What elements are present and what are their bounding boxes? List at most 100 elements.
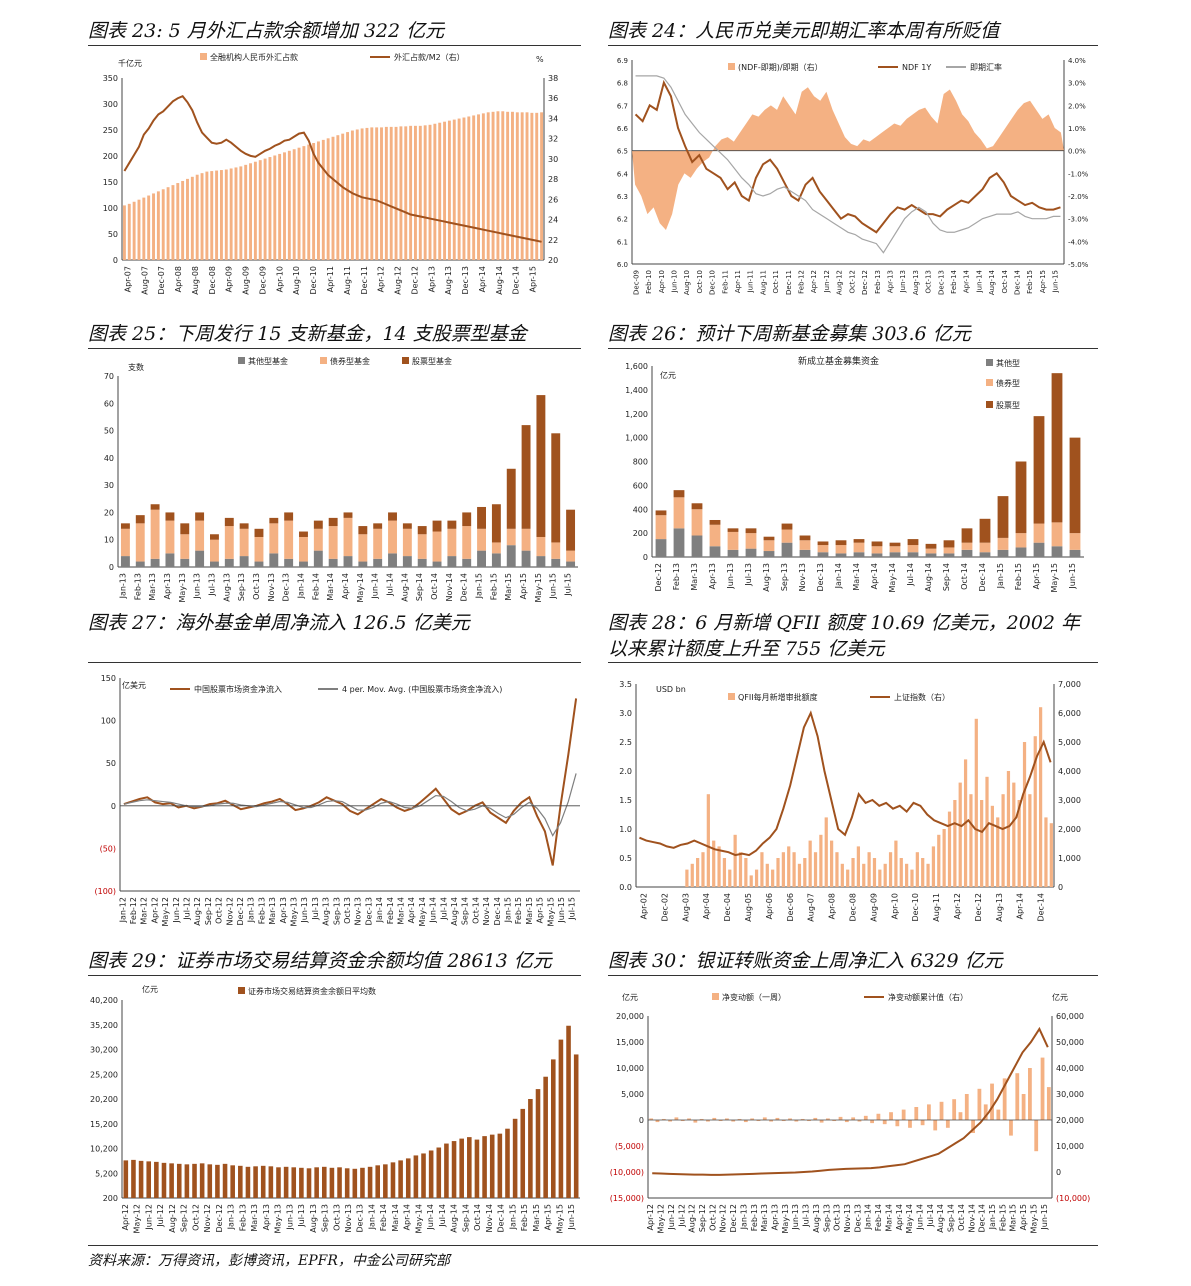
- bar: [474, 1139, 480, 1198]
- chart-29-settlement-funds: 200 5,200 10,200 15,200 20,200 25,200 30,200 35…: [90, 984, 580, 1233]
- bar: [192, 1163, 197, 1198]
- x-tick-label: Jun-12: [144, 1204, 153, 1231]
- x-tick-label: Oct-13: [332, 1204, 341, 1231]
- title-rule-30: [608, 975, 1098, 976]
- x-tick-label: Dec-13: [356, 1204, 365, 1233]
- bar: [383, 1164, 388, 1198]
- y-tick-label: 400: [633, 505, 648, 514]
- y-tick-label: 6.7: [617, 102, 628, 110]
- bar: [799, 540, 811, 550]
- x-tick-label: Mar-14: [852, 563, 861, 591]
- bar: [1051, 522, 1063, 547]
- bar: [321, 1166, 327, 1198]
- x-tick-label: Jun-14: [371, 573, 380, 600]
- bar: [299, 531, 308, 537]
- bar: [418, 125, 422, 260]
- y-tick-label: (5,000): [615, 1142, 644, 1151]
- bar: [674, 1117, 679, 1120]
- bar: [709, 519, 721, 525]
- bar: [655, 539, 667, 557]
- bar: [1046, 1087, 1051, 1120]
- bar: [358, 526, 368, 535]
- y2-tick-label: 2,000: [1058, 825, 1081, 834]
- y-tick-label: 100: [103, 204, 118, 213]
- bar: [853, 539, 865, 543]
- x-tick-label: Apr-13: [886, 270, 894, 293]
- bar: [244, 164, 248, 260]
- x-tick-label: Jul-15: [564, 573, 573, 597]
- bar: [996, 1109, 1001, 1120]
- x-tick-label: Oct-13: [343, 897, 352, 924]
- bar: [447, 120, 451, 260]
- legend-label: 净变动额（一周）: [722, 992, 786, 1002]
- y2-tick-label: 0: [1056, 1168, 1061, 1177]
- x-tick-label: Aug-14: [450, 1204, 459, 1233]
- chart-23-forex-reserves: 0 50 100 150 200 250 300 350 20 22 24 26 28 30 32 34 36 3…: [103, 52, 558, 295]
- y-tick-label: 6.0: [617, 261, 628, 269]
- x-tick-label: Dec-14: [460, 573, 469, 602]
- bar: [933, 1120, 938, 1131]
- bar: [215, 170, 219, 260]
- bar: [840, 863, 844, 887]
- x-tick-label: Apr-12: [810, 270, 818, 293]
- bar: [925, 548, 937, 554]
- bar: [1015, 461, 1027, 534]
- legend-swatch: [402, 357, 409, 364]
- bar: [268, 157, 272, 260]
- y-tick-label: 5,200: [95, 1169, 118, 1178]
- bar: [983, 1104, 988, 1120]
- x-tick-label: Dec-12: [974, 893, 983, 922]
- y2-tick-label: 20,000: [1056, 1116, 1084, 1125]
- bar: [1028, 794, 1032, 887]
- bar: [961, 542, 973, 550]
- x-tick-label: Jun-13: [285, 1204, 294, 1231]
- x-tick-label: Jun-14: [426, 1204, 435, 1231]
- x-tick-label: Apr-15: [544, 1204, 553, 1230]
- y-tick-label: 0.0: [619, 883, 632, 892]
- bar: [853, 552, 865, 557]
- bar: [765, 863, 769, 887]
- bar: [477, 114, 480, 261]
- x-tick-label: Aug-13: [309, 1204, 318, 1233]
- y2-tick-label: 30,000: [1056, 1090, 1084, 1099]
- x-tick-label: May-14: [905, 1204, 914, 1233]
- x-tick-label: Mar-14: [884, 1204, 893, 1232]
- bar: [974, 718, 978, 887]
- y2-tick-label: 2.0%: [1068, 102, 1086, 110]
- bar: [712, 1117, 717, 1120]
- bar: [409, 125, 413, 260]
- bar: [222, 1163, 228, 1198]
- bar: [358, 561, 368, 567]
- bar: [306, 1168, 312, 1198]
- bar: [525, 112, 529, 260]
- bar: [414, 125, 417, 260]
- x-tick-label: Jan-15: [508, 1204, 517, 1230]
- x-tick-label: Aug-10: [292, 266, 301, 295]
- bar: [147, 195, 151, 260]
- bar: [506, 528, 516, 546]
- bar: [709, 546, 721, 557]
- x-tick-label: Aug-13: [444, 266, 453, 295]
- bar: [996, 817, 1000, 887]
- bar: [872, 858, 877, 887]
- x-tick-label: Dec-04: [723, 893, 732, 922]
- bar: [540, 112, 544, 260]
- bar: [856, 846, 861, 887]
- bar: [776, 858, 780, 887]
- bar: [914, 1107, 919, 1120]
- bar: [161, 1162, 167, 1198]
- x-tick-label: Oct-10: [696, 270, 704, 294]
- x-tick-label: Apr-13: [708, 563, 717, 589]
- bar: [997, 549, 1009, 557]
- bar: [731, 1120, 736, 1122]
- bar: [769, 1120, 773, 1122]
- series-line: [123, 773, 577, 837]
- bar: [835, 553, 847, 557]
- chart-26-new-funds-raised: 0 200 400 600 800 1,000 1,200 1,400 1,600 Dec-12 F…: [625, 355, 1084, 592]
- x-tick-label: Mar-13: [250, 1204, 259, 1232]
- legend-swatch: [728, 63, 735, 70]
- bar: [344, 1168, 350, 1198]
- x-tick-label: Jul-14: [439, 897, 448, 921]
- y-tick-label: (10,000): [610, 1168, 644, 1177]
- legend-label: 股票型: [996, 401, 1020, 410]
